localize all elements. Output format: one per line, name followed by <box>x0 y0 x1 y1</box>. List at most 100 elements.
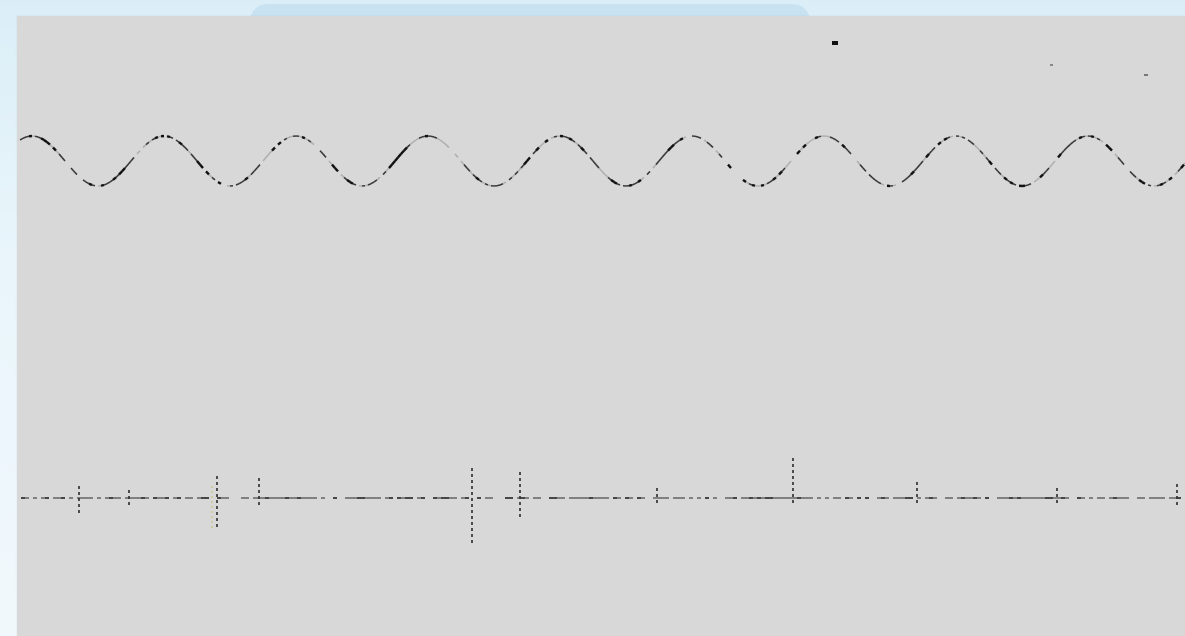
wave-segment <box>289 135 294 138</box>
wave-segment <box>154 135 159 140</box>
wave-segment <box>523 160 528 166</box>
wave-segment <box>835 139 840 143</box>
wave-segment <box>1066 144 1071 149</box>
scanned-trace-panel <box>17 16 1185 636</box>
wave-segment <box>127 160 132 166</box>
wave-trace <box>19 134 1185 188</box>
wave-segment <box>781 167 786 172</box>
wave-segment <box>916 164 921 169</box>
wave-segment <box>1099 139 1104 143</box>
wave-segment <box>913 167 918 172</box>
pulse-trace <box>21 458 1181 546</box>
wave-segment <box>574 141 579 146</box>
wave-segment <box>118 170 123 176</box>
wave-segment <box>1096 137 1101 141</box>
wave-segment <box>196 160 201 166</box>
wave-segment <box>478 179 483 183</box>
wave-segment <box>943 137 948 142</box>
wave-segment <box>748 183 753 186</box>
wave-segment <box>520 164 525 169</box>
wave-segment <box>1003 176 1008 181</box>
wave-segment <box>604 173 609 178</box>
wave-segment <box>697 136 702 139</box>
wave-segment <box>1165 179 1170 183</box>
wave-segment <box>301 135 306 140</box>
wave-segment <box>88 182 93 187</box>
wave-segment <box>343 176 348 181</box>
wave-segment <box>1180 163 1185 169</box>
wave-segment <box>439 139 444 143</box>
wave-segment <box>37 136 42 139</box>
wave-segment <box>892 184 897 187</box>
wave-segment <box>40 137 45 142</box>
wave-segment <box>157 135 162 138</box>
wave-segment <box>1009 180 1014 185</box>
wave-segment <box>499 183 504 186</box>
wave-segment <box>1033 179 1038 183</box>
wave-segment <box>1078 135 1083 140</box>
wave-segment <box>346 178 351 184</box>
wave-segment <box>181 144 186 149</box>
wave-segment <box>442 141 447 146</box>
wave-segment <box>931 146 936 152</box>
wave-segment <box>673 141 678 146</box>
wave-segment <box>679 137 684 142</box>
wave-segment <box>1177 167 1182 172</box>
wave-segment <box>1114 153 1119 158</box>
wave-segment <box>364 184 369 187</box>
wave-segment <box>211 176 216 181</box>
wave-segment <box>277 141 282 146</box>
wave-segment <box>826 135 831 138</box>
wave-segment <box>82 179 87 183</box>
wave-segment <box>175 139 180 143</box>
wave-segment <box>535 146 540 152</box>
wave-segment <box>46 141 51 146</box>
wave-segment <box>808 139 813 143</box>
wave-segment <box>583 150 588 155</box>
wave-segment <box>25 135 30 138</box>
wave-segment <box>205 170 210 176</box>
wave-segment <box>976 146 981 152</box>
wave-segment <box>55 150 60 155</box>
wave-segment <box>517 167 522 172</box>
wave-segment <box>880 183 885 186</box>
wave-segment <box>772 176 777 181</box>
wave-segment <box>676 139 681 143</box>
wave-segment <box>421 135 426 138</box>
wave-segment <box>1000 173 1005 178</box>
wave-segment <box>22 136 27 139</box>
wave-segment <box>397 153 402 159</box>
wave-segment <box>727 163 732 169</box>
wave-segment <box>331 163 336 169</box>
wave-segment <box>436 137 441 141</box>
wave-segment <box>607 176 612 181</box>
wave-segment <box>1057 153 1062 159</box>
wave-segment <box>922 156 927 162</box>
wave-segment <box>703 139 708 143</box>
wave-segment <box>769 179 774 183</box>
wave-segment <box>745 181 750 185</box>
wave-segment <box>664 150 669 155</box>
wave-segment <box>298 135 303 138</box>
wave-segment <box>577 144 582 149</box>
wave-segment <box>1090 135 1095 139</box>
wave-segment <box>130 156 135 162</box>
wave-segment <box>208 173 213 178</box>
wave-segment <box>511 173 516 178</box>
wave-segment <box>340 173 345 178</box>
wave-segment <box>406 144 411 149</box>
wave-segment <box>1060 150 1065 155</box>
wave-segment <box>151 137 156 141</box>
wave-segment <box>1105 143 1110 149</box>
wave-segment <box>484 183 489 186</box>
wave-segment <box>1093 136 1098 139</box>
wave-segment <box>598 167 603 172</box>
wave-segment <box>1069 141 1074 146</box>
wave-segment <box>502 181 507 185</box>
wave-segment <box>667 146 672 152</box>
wave-segment <box>814 135 819 140</box>
wave-segment <box>430 135 435 138</box>
wave-segment <box>166 135 171 139</box>
wave-segment <box>247 173 252 178</box>
wave-segment <box>70 167 75 172</box>
